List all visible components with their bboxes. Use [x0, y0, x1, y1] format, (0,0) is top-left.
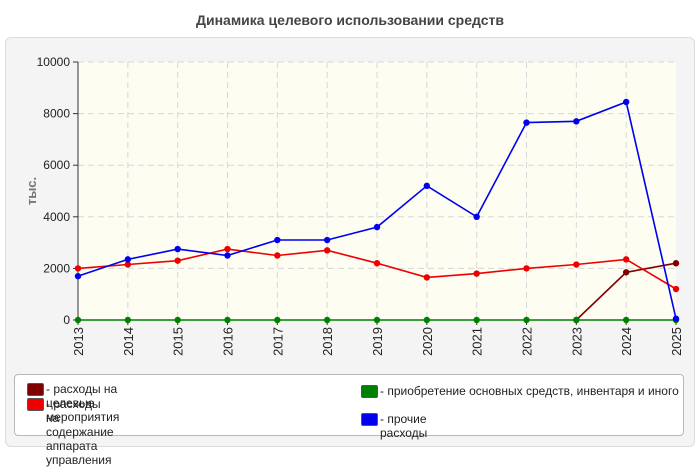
data-point-3 [124, 256, 132, 263]
data-point-1 [373, 260, 381, 267]
legend-label-admin-costs: - расходы на содержание аппарата управле… [46, 397, 114, 467]
x-tick-label: 2024 [619, 327, 634, 356]
data-point-2 [373, 316, 381, 324]
chart-legend: - расходы на целевые мероприятия - расхо… [14, 374, 684, 467]
data-point-2 [423, 316, 431, 324]
data-point-3 [224, 252, 231, 259]
data-point-3 [473, 213, 480, 220]
legend-label-fixed-assets: - приобретение основных средств, инвента… [380, 384, 679, 398]
data-point-1 [323, 247, 331, 254]
data-point-1 [622, 256, 630, 263]
legend-swatch-fixed-assets [361, 385, 378, 398]
legend-label-other: - прочие расходы [380, 412, 428, 440]
y-tick-label: 10000 [37, 55, 71, 69]
x-tick-label: 2019 [370, 327, 385, 356]
legend-label-target-events: - расходы на целевые мероприятия [46, 382, 120, 424]
data-point-2 [323, 316, 331, 324]
legend-swatch-target-events [27, 383, 44, 396]
data-point-2 [473, 316, 480, 324]
x-tick-label: 2021 [470, 327, 485, 356]
x-tick-label: 2020 [420, 327, 435, 356]
data-point-2 [573, 316, 580, 324]
legend-swatch-admin-costs [27, 398, 44, 411]
chart-title: Динамика целевого использовании средств [196, 12, 504, 28]
data-point-2 [174, 316, 181, 324]
x-tick-label: 2015 [171, 327, 186, 356]
data-point-1 [174, 257, 181, 264]
y-tick-label: 4000 [43, 210, 70, 224]
data-point-1 [423, 274, 431, 281]
x-tick-label: 2016 [221, 327, 236, 356]
data-point-3 [274, 236, 281, 244]
data-point-0 [622, 269, 630, 276]
x-tick-label: 2025 [669, 327, 684, 356]
y-axis-label: тыс. [24, 177, 39, 205]
line-chart: 0 2000 4000 6000 8000 10000 2013 2014 2015 2016 20… [24, 55, 684, 356]
data-point-1 [224, 245, 231, 253]
data-point-2 [622, 316, 630, 324]
data-point-3 [74, 272, 82, 280]
data-point-1 [573, 261, 580, 268]
x-tick-label: 2014 [121, 327, 136, 356]
y-tick-label: 8000 [43, 107, 70, 121]
y-tick-label: 2000 [43, 261, 70, 275]
y-tick-label: 6000 [43, 158, 70, 172]
x-tick-label: 2018 [320, 327, 335, 356]
data-point-3 [672, 315, 680, 322]
x-tick-label: 2017 [270, 327, 285, 356]
data-point-1 [274, 252, 281, 259]
data-point-2 [224, 316, 231, 324]
data-point-3 [323, 236, 331, 244]
y-tick-label: 0 [63, 313, 70, 327]
data-point-2 [274, 316, 281, 324]
data-point-3 [423, 182, 431, 190]
x-tick-label: 2022 [520, 327, 535, 356]
data-point-3 [174, 245, 181, 253]
data-point-1 [523, 265, 530, 272]
x-tick-label: 2013 [71, 327, 86, 356]
data-point-1 [473, 270, 480, 277]
data-point-2 [74, 316, 82, 324]
data-point-1 [672, 285, 680, 293]
plot-area [78, 62, 676, 320]
data-point-0 [672, 260, 680, 267]
data-point-2 [124, 316, 132, 324]
data-point-3 [373, 223, 381, 231]
data-point-1 [124, 261, 132, 268]
data-point-3 [622, 98, 630, 106]
data-point-1 [74, 265, 82, 272]
legend-swatch-other [361, 413, 378, 426]
data-point-2 [523, 316, 530, 324]
x-tick-label: 2023 [569, 327, 584, 356]
data-point-3 [573, 118, 580, 125]
data-point-3 [523, 119, 530, 126]
